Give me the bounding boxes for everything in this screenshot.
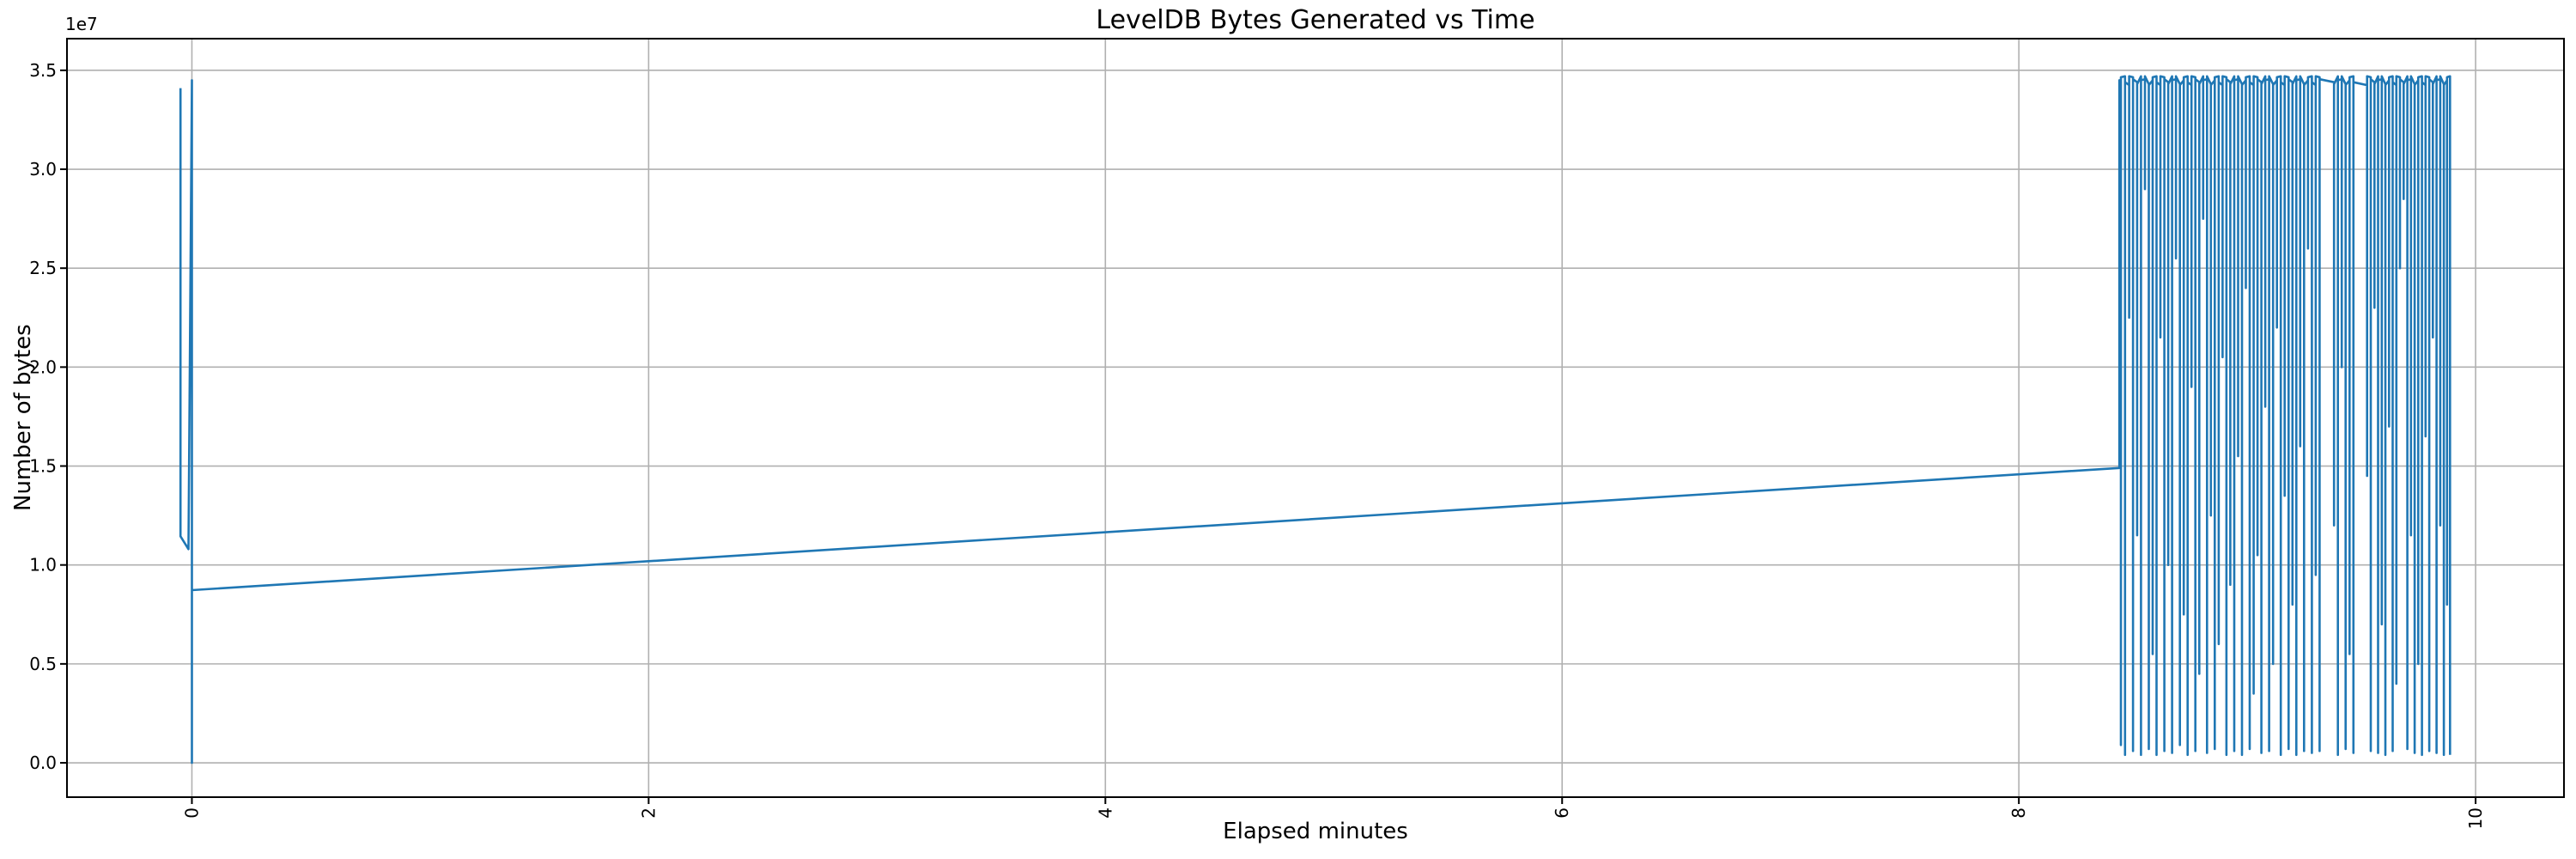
x-tick-label: 8 [2008,807,2029,819]
y-axis-label: Number of bytes [10,324,36,512]
series-line-leveldb_bytes_generated [179,75,2451,765]
x-axis-label: Elapsed minutes [1223,819,1408,844]
x-tick-label: 6 [1552,807,1572,819]
y-axis-offset-text: 1e7 [65,14,98,34]
y-tick-label: 1.0 [29,555,57,576]
y-tick-label: 3.5 [29,60,57,81]
x-tick-label: 2 [638,807,659,819]
x-tick-label: 0 [181,807,202,819]
y-tick-label: 3.0 [29,159,57,180]
y-tick-label: 2.0 [29,356,57,377]
y-tick-label: 0.0 [29,752,57,773]
y-tick-label: 0.5 [29,654,57,674]
x-tick-label: 10 [2465,807,2486,829]
y-tick-label: 1.5 [29,456,57,477]
y-tick-label: 2.5 [29,258,57,278]
chart-title: LevelDB Bytes Generated vs Time [1096,5,1535,35]
axes-spines [66,38,2565,798]
x-tick-label: 4 [1095,807,1115,819]
